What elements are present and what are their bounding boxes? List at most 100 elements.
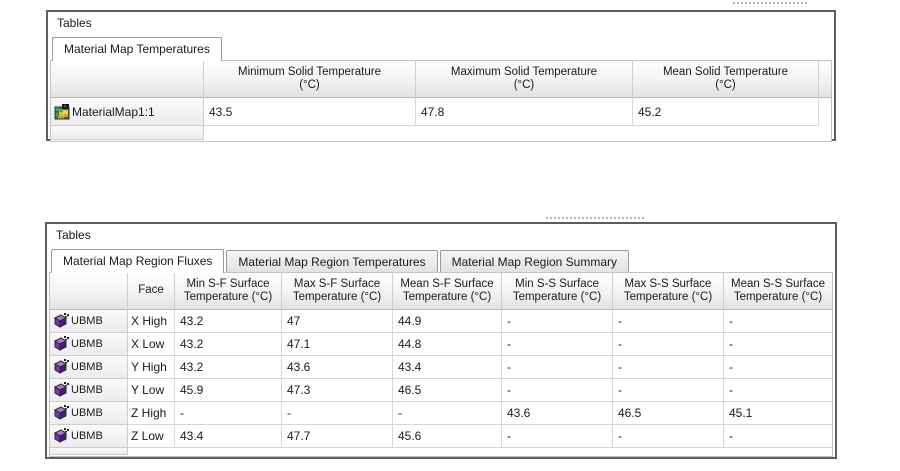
column-header-line2: Temperature (°C) bbox=[512, 291, 602, 303]
tables-panel-region-fluxes: Tables Material Map Region Fluxes Materi… bbox=[45, 222, 837, 459]
tab-material-map-region-temperatures[interactable]: Material Map Region Temperatures bbox=[226, 250, 438, 272]
row-header-ubmb[interactable]: UBMB bbox=[50, 333, 128, 356]
cell-max-solid-temp[interactable]: 47.8 bbox=[416, 98, 633, 126]
cell-max-ss[interactable]: - bbox=[613, 333, 724, 356]
row-header-ubmb[interactable]: UBMB bbox=[50, 425, 128, 448]
corner-header-cell bbox=[51, 61, 204, 98]
cell-min-ss[interactable]: - bbox=[502, 356, 613, 379]
cell-mean-sf[interactable]: 43.4 bbox=[393, 356, 502, 379]
cell-face[interactable]: Z High bbox=[128, 402, 175, 425]
cell-max-ss[interactable]: - bbox=[613, 379, 724, 402]
column-header-line1: Min S-F Surface bbox=[186, 277, 270, 290]
cell-min-sf[interactable]: 43.4 bbox=[175, 425, 282, 448]
row-header-ubmb[interactable]: UBMB bbox=[50, 402, 128, 425]
row-header-ubmb[interactable]: UBMB bbox=[50, 379, 128, 402]
column-header-line2: Temperature (°C) bbox=[402, 291, 492, 303]
cell-mean-sf[interactable]: 45.6 bbox=[393, 425, 502, 448]
row-header-stub bbox=[51, 126, 204, 140]
cell-max-sf[interactable]: 43.6 bbox=[282, 356, 393, 379]
empty-row-stub bbox=[50, 448, 832, 455]
cube-icon bbox=[53, 313, 69, 329]
cell-min-solid-temp[interactable]: 43.5 bbox=[204, 98, 416, 126]
cell-min-ss[interactable]: - bbox=[502, 333, 613, 356]
cell-face[interactable]: Y High bbox=[128, 356, 175, 379]
row-label: UBMB bbox=[71, 430, 103, 442]
cell-min-sf[interactable]: 43.2 bbox=[175, 310, 282, 333]
cell-max-ss[interactable]: 46.5 bbox=[613, 402, 724, 425]
cell-mean-sf[interactable]: 44.8 bbox=[393, 333, 502, 356]
cell-max-sf[interactable]: 47 bbox=[282, 310, 393, 333]
column-header-face: Face bbox=[128, 273, 175, 310]
table-row: UBMB X High 43.2 47 44.9 - - - bbox=[50, 310, 832, 333]
cell-mean-sf[interactable]: 44.9 bbox=[393, 310, 502, 333]
cell-min-sf[interactable]: - bbox=[175, 402, 282, 425]
column-header-mean-sf: Mean S-F Surface Temperature (°C) bbox=[393, 273, 502, 310]
table-body: UBMB X High 43.2 47 44.9 - - - UBMB X Lo… bbox=[50, 310, 832, 448]
cell-mean-solid-temp[interactable]: 45.2 bbox=[633, 98, 819, 126]
column-header-line1: Maximum Solid Temperature bbox=[450, 65, 598, 78]
cell-mean-ss[interactable]: - bbox=[724, 356, 832, 379]
cell-face[interactable]: X Low bbox=[128, 333, 175, 356]
tables-panel-temperatures: Tables Material Map Temperatures Minimum… bbox=[46, 10, 836, 142]
table-row: UBMB X Low 43.2 47.1 44.8 - - - bbox=[50, 333, 832, 356]
cell-min-ss[interactable]: - bbox=[502, 425, 613, 448]
tab-material-map-temperatures[interactable]: Material Map Temperatures bbox=[52, 37, 222, 61]
table-row: UBMB Z High - - - 43.6 46.5 45.1 bbox=[50, 402, 832, 425]
cell-face[interactable]: Z Low bbox=[128, 425, 175, 448]
header-row: Minimum Solid Temperature (°C) Maximum S… bbox=[51, 61, 831, 98]
column-header-line2: Temperature (°C) bbox=[183, 291, 273, 303]
cell-face[interactable]: Y Low bbox=[128, 379, 175, 402]
cell-mean-sf[interactable]: 46.5 bbox=[393, 379, 502, 402]
cell-mean-ss[interactable]: - bbox=[724, 310, 832, 333]
row-header-ubmb[interactable]: UBMB bbox=[50, 356, 128, 379]
cube-icon bbox=[53, 359, 69, 375]
tab-pane: Face Min S-F Surface Temperature (°C) Ma… bbox=[49, 272, 833, 457]
table-row: UBMB Y Low 45.9 47.3 46.5 - - - bbox=[50, 379, 832, 402]
tab-material-map-region-fluxes[interactable]: Material Map Region Fluxes bbox=[51, 249, 225, 273]
panel-title: Tables bbox=[57, 16, 92, 30]
tab-bar: Material Map Temperatures bbox=[48, 34, 834, 61]
column-header-max-ss: Max S-S Surface Temperature (°C) bbox=[613, 273, 724, 310]
cell-max-sf[interactable]: 47.3 bbox=[282, 379, 393, 402]
tab-bar: Material Map Region Fluxes Material Map … bbox=[47, 246, 835, 273]
cell-face[interactable]: X High bbox=[128, 310, 175, 333]
cell-max-ss[interactable]: - bbox=[613, 425, 724, 448]
cell-max-sf[interactable]: 47.1 bbox=[282, 333, 393, 356]
column-header-min-sf: Min S-F Surface Temperature (°C) bbox=[175, 273, 282, 310]
cell-mean-ss[interactable]: - bbox=[724, 379, 832, 402]
panel-title: Tables bbox=[56, 228, 91, 242]
table-row: UBMB Y High 43.2 43.6 43.4 - - - bbox=[50, 356, 832, 379]
cell-min-sf[interactable]: 43.2 bbox=[175, 356, 282, 379]
column-header-line2: Temperature (°C) bbox=[292, 291, 382, 303]
column-header-max-solid-temp: Maximum Solid Temperature (°C) bbox=[416, 61, 633, 98]
column-header-min-ss: Min S-S Surface Temperature (°C) bbox=[502, 273, 613, 310]
row-label: UBMB bbox=[71, 338, 103, 350]
cell-max-sf[interactable]: 47.7 bbox=[282, 425, 393, 448]
cell-mean-ss[interactable]: 45.1 bbox=[724, 402, 832, 425]
column-header-line1: Max S-S Surface bbox=[624, 277, 712, 290]
cube-icon bbox=[53, 405, 69, 421]
cell-max-ss[interactable]: - bbox=[613, 356, 724, 379]
material-map-icon bbox=[54, 103, 70, 120]
cell-min-ss[interactable]: - bbox=[502, 379, 613, 402]
tab-material-map-region-summary[interactable]: Material Map Region Summary bbox=[439, 250, 630, 272]
cell-mean-ss[interactable]: - bbox=[724, 425, 832, 448]
cell-max-ss[interactable]: - bbox=[613, 310, 724, 333]
cube-icon bbox=[53, 382, 69, 398]
column-header-line1: Face bbox=[138, 284, 164, 297]
cube-icon bbox=[53, 336, 69, 352]
dotted-artifact-middle bbox=[546, 217, 644, 219]
cell-max-sf[interactable]: - bbox=[282, 402, 393, 425]
row-header-ubmb[interactable]: UBMB bbox=[50, 310, 128, 333]
column-header-line2: Temperature (°C) bbox=[623, 291, 713, 303]
cell-min-ss[interactable]: - bbox=[502, 310, 613, 333]
tab-pane: Minimum Solid Temperature (°C) Maximum S… bbox=[50, 60, 832, 142]
row-header-materialmap[interactable]: MaterialMap1:1 bbox=[51, 98, 204, 126]
cell-mean-ss[interactable]: - bbox=[724, 333, 832, 356]
cell-min-sf[interactable]: 45.9 bbox=[175, 379, 282, 402]
row-label: UBMB bbox=[71, 315, 103, 327]
column-header-line1: Minimum Solid Temperature bbox=[238, 65, 381, 78]
cell-mean-sf[interactable]: - bbox=[393, 402, 502, 425]
cell-min-ss[interactable]: 43.6 bbox=[502, 402, 613, 425]
cell-min-sf[interactable]: 43.2 bbox=[175, 333, 282, 356]
